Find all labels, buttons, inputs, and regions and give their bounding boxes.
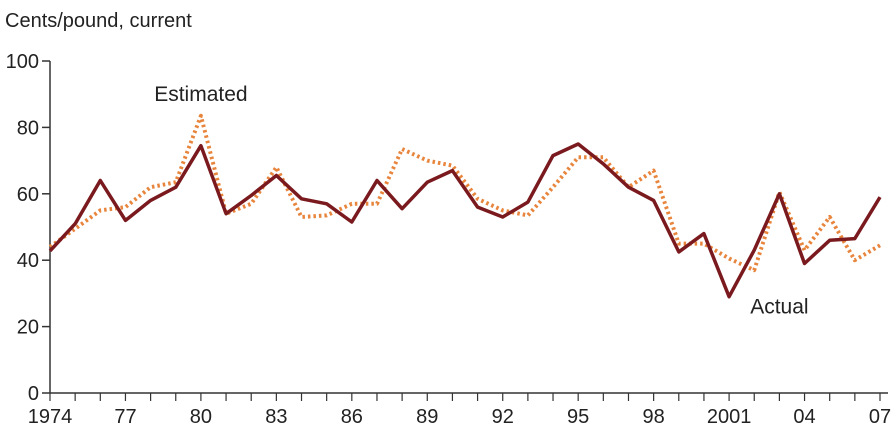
x-tick-label: 80: [190, 406, 212, 428]
x-tick-label: 98: [643, 406, 665, 428]
y-tick-label: 20: [17, 317, 39, 339]
y-axis-ticks: 0 20 40 60 80 100: [6, 51, 50, 405]
x-tick-label: 83: [265, 406, 287, 428]
x-axis-ticks: 1974 77 80 83 86 89 92 95 98 2001 04 07: [28, 393, 891, 428]
annotations: Estimated Actual: [154, 83, 808, 318]
x-tick-label: 89: [416, 406, 438, 428]
x-tick-label: 04: [793, 406, 815, 428]
y-axis-unit-label: Cents/pound, current: [5, 10, 192, 32]
axes: [49, 61, 888, 394]
x-tick-label: 95: [567, 406, 589, 428]
y-tick-label: 40: [17, 250, 39, 272]
x-tick-label: 1974: [28, 406, 73, 428]
x-tick-label: 77: [114, 406, 136, 428]
y-tick-label: 0: [28, 383, 39, 405]
x-tick-label: 86: [341, 406, 363, 428]
y-tick-label: 60: [17, 184, 39, 206]
x-tick-label: 2001: [707, 406, 752, 428]
annotation-actual: Actual: [750, 295, 808, 318]
series-layer: [48, 113, 882, 299]
y-tick-label: 100: [6, 51, 39, 73]
series-line-actual: [48, 142, 882, 299]
x-tick-label: 07: [869, 406, 891, 428]
annotation-estimated: Estimated: [154, 83, 247, 106]
y-tick-label: 80: [17, 117, 39, 139]
x-tick-label: 92: [492, 406, 514, 428]
